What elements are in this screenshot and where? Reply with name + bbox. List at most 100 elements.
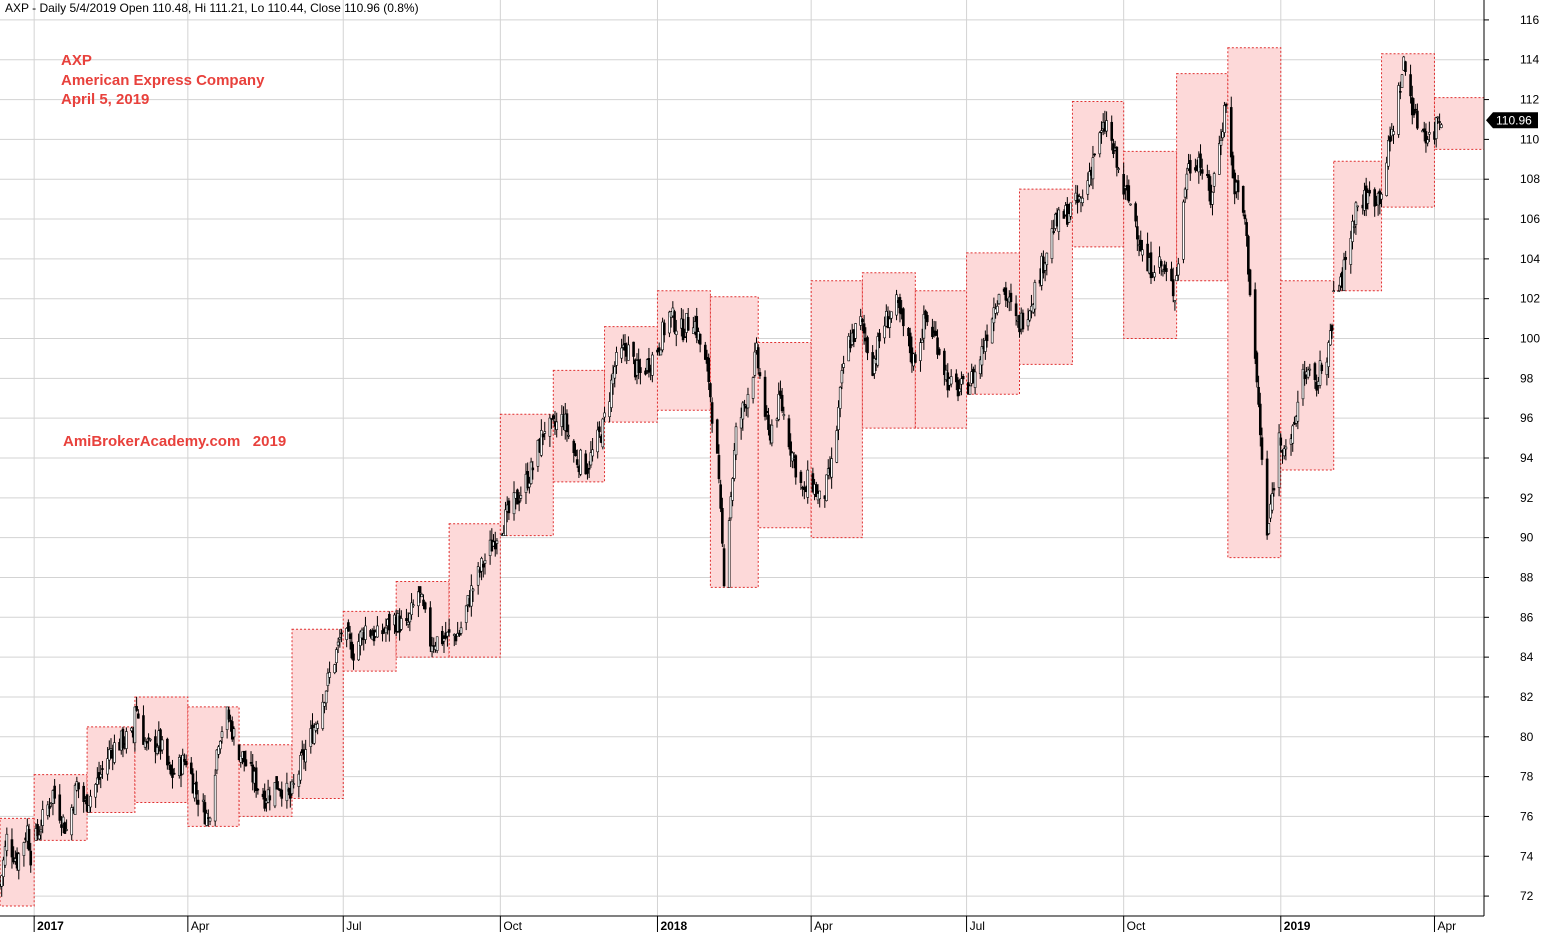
candle-body [1397, 85, 1400, 135]
candle-body [107, 749, 111, 761]
candle-body [644, 370, 647, 375]
candle-body [1279, 437, 1283, 446]
candle-body [1212, 173, 1216, 187]
candle-body [1091, 157, 1095, 180]
candle-body [873, 358, 876, 374]
candle-body [1387, 140, 1390, 167]
x-tick-label: Oct [1127, 919, 1146, 933]
candle-body [1315, 381, 1318, 391]
candle-body [996, 305, 999, 314]
candle-body [10, 839, 14, 858]
candle-body [1434, 117, 1438, 139]
candle-body [101, 768, 104, 770]
candle-body [1284, 446, 1288, 450]
candle-body [1260, 437, 1264, 460]
candle-body [1424, 131, 1428, 144]
candle-body [61, 816, 65, 824]
candle-body [907, 327, 910, 337]
candle-body [0, 875, 4, 887]
candle-body [751, 377, 755, 399]
candle-body [46, 804, 50, 816]
candle-body [673, 311, 676, 333]
candle-body [526, 471, 529, 489]
candle-body [400, 618, 403, 630]
candle-body [925, 314, 929, 323]
candle-body [85, 794, 89, 812]
candle-body [934, 330, 938, 336]
candle-body [335, 649, 338, 664]
candle-body [328, 672, 331, 678]
candle-body [345, 628, 348, 640]
y-tick-label: 88 [1520, 570, 1534, 584]
ticker-annotation: AXP [61, 52, 92, 69]
x-tick-label: 2018 [660, 919, 687, 933]
candle-body [586, 469, 589, 474]
candle-body [1255, 352, 1259, 383]
x-tick-label: Jul [970, 919, 985, 933]
y-tick-label: 86 [1520, 610, 1534, 624]
candle-body [608, 401, 611, 418]
candle-body [82, 785, 85, 802]
candle-body [825, 474, 828, 501]
candle-body [1385, 162, 1388, 196]
candle-body [668, 311, 671, 334]
date-annotation: April 5, 2019 [61, 91, 149, 108]
candle-body [674, 330, 678, 335]
candle-body [541, 433, 545, 438]
candle-body [1117, 168, 1120, 170]
candle-body [256, 788, 260, 791]
candle-body [1231, 155, 1235, 179]
candle-body [1248, 269, 1252, 296]
candle-body [719, 484, 722, 509]
candle-body [22, 842, 26, 856]
candle-body [326, 672, 330, 686]
candle-body [27, 828, 31, 851]
candle-body [446, 631, 449, 637]
candle-body [651, 354, 654, 376]
candle-body [895, 294, 898, 316]
x-axis: 2017 Apr Jul Oct 2018 Apr Jul Oct 2019 Apr [0, 915, 1484, 933]
candle-body [410, 602, 413, 616]
candle-body [333, 664, 337, 673]
candle-body [340, 632, 343, 635]
candle-body [980, 346, 984, 366]
candle-body [1282, 448, 1286, 457]
candle-body [1412, 109, 1416, 116]
candle-body [195, 781, 198, 795]
candle-body [213, 774, 217, 822]
candle-body [458, 632, 461, 636]
candle-body [1303, 371, 1306, 380]
candle-body [741, 402, 745, 420]
candle-body [227, 709, 231, 720]
candle-body [1308, 368, 1312, 371]
candle-body [1416, 110, 1419, 129]
candle-body [1163, 264, 1166, 271]
candle-body [1399, 91, 1402, 93]
candle-body [452, 634, 456, 636]
candle-body [336, 641, 340, 646]
candle-body [818, 490, 822, 500]
candle-body [232, 728, 236, 738]
candle-body [507, 500, 511, 514]
candle-body [275, 776, 278, 790]
candle-body [1223, 105, 1226, 133]
candle-body [277, 788, 280, 790]
candle-body [517, 500, 521, 504]
candle-body [106, 758, 109, 775]
candle-body [1033, 282, 1037, 310]
y-tick-label: 114 [1520, 53, 1539, 67]
candle-body [167, 761, 171, 764]
candle-body [418, 586, 422, 594]
candle-body [1426, 139, 1429, 144]
y-tick-label: 96 [1520, 411, 1534, 425]
candle-body [217, 746, 220, 755]
candle-body [447, 629, 451, 633]
candle-body [961, 376, 965, 380]
candle-body [440, 630, 444, 645]
candle-body [1320, 364, 1324, 372]
candle-body [70, 807, 74, 836]
candle-body [1349, 238, 1353, 265]
candle-body [504, 509, 507, 536]
candle-body [166, 738, 169, 766]
y-tick-label: 98 [1520, 371, 1534, 385]
